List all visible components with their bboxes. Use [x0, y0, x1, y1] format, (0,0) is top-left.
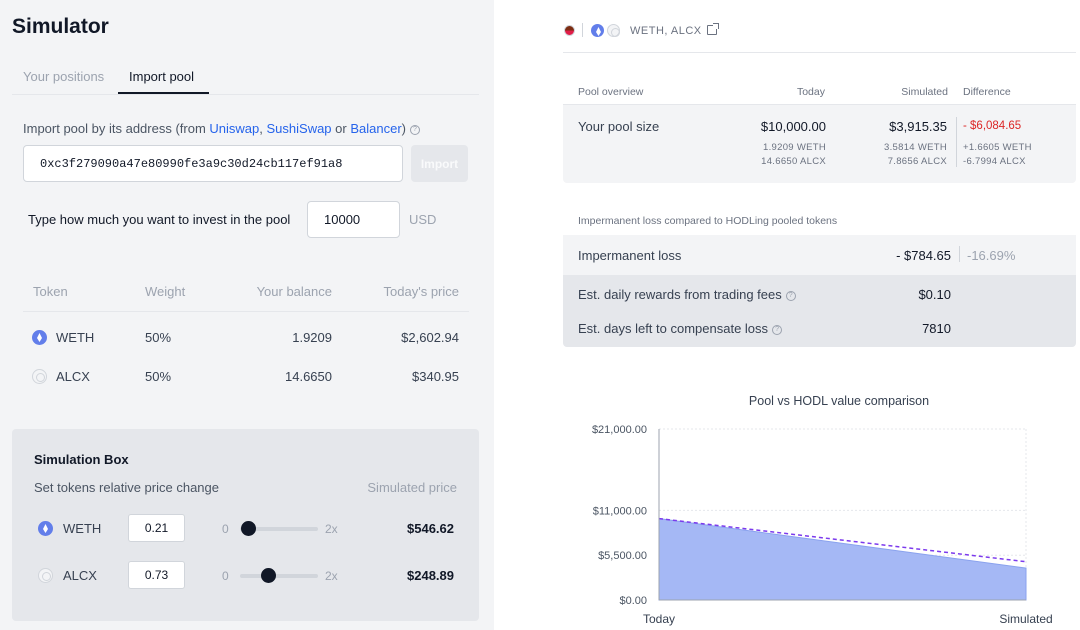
days-left-value: 7810 — [922, 321, 951, 336]
difference-token-b: -6.7994 ALCX — [963, 156, 1026, 167]
alcx-icon — [38, 568, 53, 583]
days-left-label: Est. days left to compensate loss? — [578, 321, 783, 336]
weth-simulated-price: $546.62 — [407, 521, 454, 536]
overview-row — [563, 105, 1076, 183]
pool-vs-hodl-chart: $21,000.00 $11,000.00 $5,500.00 $0.00 Today S… — [592, 424, 1053, 626]
overview-divider — [563, 104, 1076, 105]
today-total: $10,000.00 — [760, 119, 826, 134]
weth-icon — [591, 24, 604, 37]
alcx-slider-track[interactable] — [240, 574, 318, 578]
alcx-price-change-input[interactable] — [128, 561, 185, 589]
weth-icon — [32, 330, 47, 345]
balancer-link[interactable]: Balancer — [350, 121, 402, 136]
tab-import-pool[interactable]: Import pool — [129, 69, 195, 84]
simulated-token-b: 7.8656 ALCX — [887, 156, 947, 167]
x-tick-label: Simulated — [999, 612, 1052, 626]
simulated-token-a: 3.5814 WETH — [884, 142, 947, 153]
invest-label: Type how much you want to invest in the … — [28, 212, 291, 227]
simulator-panel: Simulator Your positions Import pool Imp… — [0, 0, 494, 630]
il-rows-bg — [563, 275, 1076, 347]
header-separator — [582, 23, 583, 37]
slider-min-label: 0 — [222, 522, 229, 536]
simulation-box-title: Simulation Box — [34, 452, 129, 467]
hodl-value-line — [658, 517, 1027, 563]
table-divider — [23, 311, 469, 312]
il-caption: Impermanent loss compared to HODLing poo… — [578, 215, 838, 227]
weth-price-change-input[interactable] — [128, 514, 185, 542]
page-title: Simulator — [12, 15, 109, 38]
y-tick-label: $11,000.00 — [593, 505, 647, 517]
il-percent: -16.69% — [967, 248, 1016, 263]
sushiswap-link[interactable]: SushiSwap — [266, 121, 332, 136]
invest-unit: USD — [409, 212, 437, 227]
difference-total: - $6,084.65 — [963, 120, 1022, 132]
help-icon[interactable]: ? — [785, 291, 796, 301]
token-weight: 50% — [145, 369, 172, 384]
col-difference: Difference — [963, 86, 1011, 98]
x-tick-label: Today — [643, 612, 675, 626]
col-today: Today — [796, 86, 825, 98]
token-weight: 50% — [145, 330, 172, 345]
alcx-icon — [607, 24, 620, 37]
import-button[interactable]: Import — [411, 145, 468, 182]
pool-value-area — [658, 517, 1027, 601]
token-name: WETH — [56, 330, 95, 345]
slider-max-label: 2x — [325, 569, 338, 583]
today-token-b: 14.6650 ALCX — [761, 156, 826, 167]
weth-slider-handle[interactable] — [241, 521, 257, 536]
today-token-a: 1.9209 WETH — [763, 142, 826, 153]
simulation-box-subtitle: Set tokens relative price change — [34, 480, 219, 495]
y-tick-label: $5,500.00 — [598, 550, 647, 562]
sim-token-name: ALCX — [63, 568, 97, 583]
pool-pair-name: WETH, ALCX — [630, 25, 702, 37]
simulated-total: $3,915.35 — [889, 119, 947, 134]
difference-divider — [956, 117, 957, 167]
col-token: Token — [33, 284, 68, 299]
weth-icon — [38, 521, 53, 536]
slider-max-label: 2x — [325, 522, 338, 536]
daily-rewards-value: $0.10 — [918, 287, 951, 302]
import-pool-label: Import pool by its address (from Uniswap… — [23, 121, 420, 136]
difference-token-a: +1.6605 WETH — [963, 142, 1032, 153]
col-price: Today's price — [383, 284, 459, 299]
weth-slider-track[interactable] — [240, 527, 318, 531]
daily-rewards-label: Est. daily rewards from trading fees? — [578, 287, 796, 302]
flag-icon — [564, 25, 575, 36]
col-weight: Weight — [145, 284, 186, 299]
il-row — [563, 235, 1076, 275]
simulation-box: Simulation Box Set tokens relative price… — [12, 429, 479, 621]
col-balance: Your balance — [256, 284, 332, 299]
sim-token-name: WETH — [63, 521, 102, 536]
pool-size-label: Your pool size — [578, 119, 660, 134]
il-label: Impermanent loss — [578, 248, 682, 263]
tab-your-positions[interactable]: Your positions — [23, 69, 105, 84]
token-balance: 1.9209 — [292, 330, 332, 345]
y-tick-label: $0.00 — [619, 595, 647, 607]
header-divider — [563, 52, 1076, 53]
y-tick-label: $21,000.00 — [592, 424, 647, 436]
token-price: $340.95 — [412, 369, 459, 384]
active-tab-indicator — [118, 92, 209, 94]
alcx-simulated-price: $248.89 — [407, 568, 454, 583]
il-separator — [959, 246, 960, 262]
token-name: ALCX — [56, 369, 90, 384]
alcx-slider-handle[interactable] — [261, 568, 277, 583]
simulated-price-header: Simulated price — [367, 480, 457, 495]
token-balance: 14.6650 — [285, 369, 332, 384]
alcx-icon — [32, 369, 47, 384]
col-simulated: Simulated — [901, 86, 948, 98]
external-link-icon[interactable] — [707, 23, 719, 35]
uniswap-link[interactable]: Uniswap — [209, 121, 260, 136]
help-icon[interactable]: ? — [772, 325, 783, 335]
il-value: - $784.65 — [896, 248, 951, 263]
chart-title: Pool vs HODL value comparison — [748, 394, 930, 408]
pool-address-input[interactable] — [23, 145, 403, 182]
invest-amount-input[interactable] — [307, 201, 400, 238]
slider-min-label: 0 — [222, 569, 229, 583]
help-icon[interactable]: ? — [410, 125, 420, 135]
token-price: $2,602.94 — [401, 330, 459, 345]
tab-bar: Your positions Import pool — [12, 66, 479, 95]
col-pool-overview: Pool overview — [578, 86, 644, 98]
